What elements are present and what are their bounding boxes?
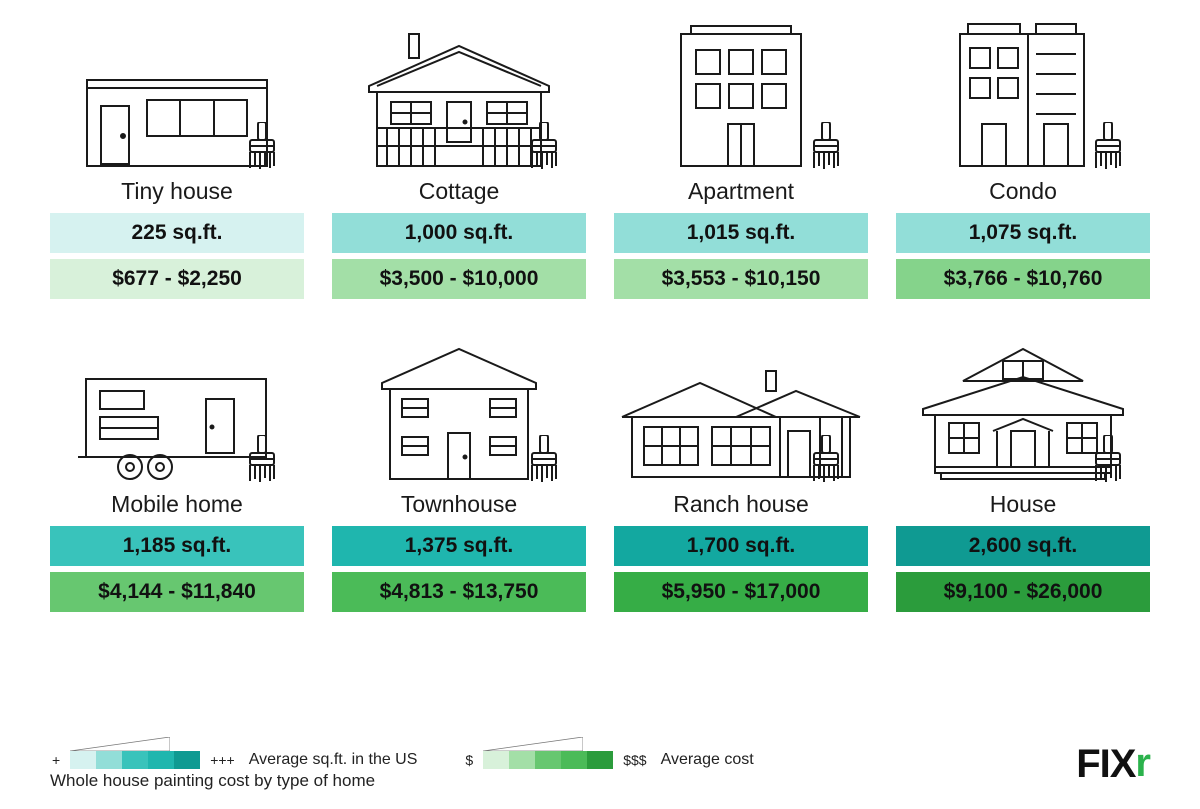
paintbrush-icon [810,435,842,485]
card-label: House [990,491,1056,518]
legend-sqft-label: Average sq.ft. in the US [249,751,418,769]
legend-plus-high: +++ [210,752,235,768]
logo-text: FIX [1076,742,1135,787]
sqft-bar: 2,600 sq.ft. [896,526,1150,566]
legend-subtitle: Whole house painting cost by type of hom… [50,771,1150,791]
cost-bar: $3,553 - $10,150 [614,259,868,299]
card-label: Townhouse [401,491,517,518]
cost-bar: $9,100 - $26,000 [896,572,1150,612]
condo-icon [896,20,1150,168]
paintbrush-icon [528,435,560,485]
sqft-bar: 1,185 sq.ft. [50,526,304,566]
cost-bar: $5,950 - $17,000 [614,572,868,612]
cost-bar: $677 - $2,250 [50,259,304,299]
card-label: Ranch house [673,491,809,518]
fixr-logo: FIXr [1076,742,1150,787]
paintbrush-icon [528,122,560,172]
card-label: Apartment [688,178,794,205]
card-label: Tiny house [121,178,233,205]
cost-bar: $3,500 - $10,000 [332,259,586,299]
apartment-icon [614,20,868,168]
sqft-scale [70,751,200,769]
card-apartment: Apartment 1,015 sq.ft. $3,553 - $10,150 [614,20,868,305]
sqft-bar: 1,000 sq.ft. [332,213,586,253]
legend-dollar-low: $ [465,752,473,768]
sqft-bar: 1,700 sq.ft. [614,526,868,566]
card-cottage: Cottage 1,000 sq.ft. $3,500 - $10,000 [332,20,586,305]
logo-accent: r [1135,741,1150,786]
cost-bar: $4,813 - $13,750 [332,572,586,612]
cost-scale [483,751,613,769]
mobile-home-icon [50,333,304,481]
card-house: House 2,600 sq.ft. $9,100 - $26,000 [896,333,1150,618]
ranch-house-icon [614,333,868,481]
cottage-icon [332,20,586,168]
cost-bar: $3,766 - $10,760 [896,259,1150,299]
sqft-bar: 1,075 sq.ft. [896,213,1150,253]
sqft-bar: 225 sq.ft. [50,213,304,253]
sqft-bar: 1,015 sq.ft. [614,213,868,253]
card-tiny-house: Tiny house 225 sq.ft. $677 - $2,250 [50,20,304,305]
house-grid: Tiny house 225 sq.ft. $677 - $2,250 [50,20,1150,618]
card-mobile-home: Mobile home 1,185 sq.ft. $4,144 - $11,84… [50,333,304,618]
cost-bar: $4,144 - $11,840 [50,572,304,612]
paintbrush-icon [1092,435,1124,485]
legend: + +++ Average sq.ft. in the US $ $$$ Ave… [50,751,1150,791]
paintbrush-icon [246,122,278,172]
card-label: Condo [989,178,1057,205]
townhouse-icon [332,333,586,481]
sqft-bar: 1,375 sq.ft. [332,526,586,566]
card-label: Cottage [419,178,500,205]
paintbrush-icon [246,435,278,485]
card-label: Mobile home [111,491,243,518]
card-townhouse: Townhouse 1,375 sq.ft. $4,813 - $13,750 [332,333,586,618]
paintbrush-icon [1092,122,1124,172]
house-icon [896,333,1150,481]
legend-dollar-high: $$$ [623,752,646,768]
paintbrush-icon [810,122,842,172]
legend-cost-label: Average cost [661,751,754,769]
tiny-house-icon [50,20,304,168]
card-condo: Condo 1,075 sq.ft. $3,766 - $10,760 [896,20,1150,305]
card-ranch-house: Ranch house 1,700 sq.ft. $5,950 - $17,00… [614,333,868,618]
legend-plus-low: + [52,752,60,768]
